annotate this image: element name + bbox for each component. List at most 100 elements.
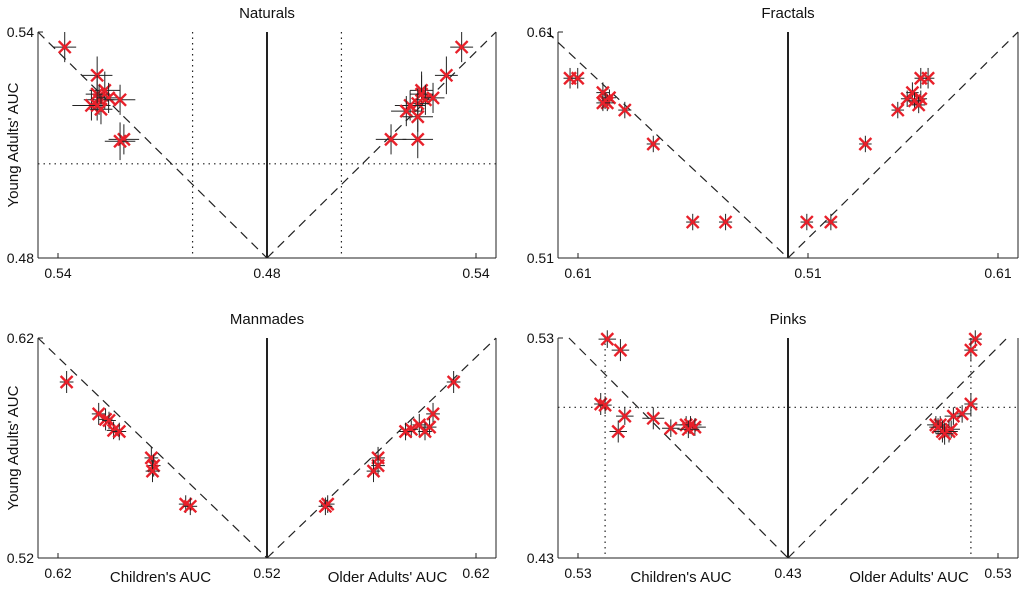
marker-stroke bbox=[600, 332, 615, 346]
marker-stroke bbox=[611, 424, 626, 439]
data-point-left bbox=[685, 213, 700, 231]
marker-stroke bbox=[439, 68, 454, 83]
y-axis-label: Young Adults' AUC bbox=[5, 82, 22, 207]
x-tick-label: 0.61 bbox=[564, 265, 591, 281]
data-point-right bbox=[824, 213, 838, 231]
y-tick-label: 0.48 bbox=[7, 250, 34, 266]
marker-stroke bbox=[106, 423, 121, 438]
marker-stroke bbox=[318, 499, 333, 514]
marker-stroke bbox=[91, 407, 106, 421]
panel-title: Fractals bbox=[761, 5, 814, 22]
y-tick-label: 0.52 bbox=[7, 550, 34, 566]
marker-stroke bbox=[598, 398, 612, 412]
identity-line-left bbox=[37, 31, 268, 259]
y-tick-label: 0.61 bbox=[527, 24, 554, 40]
data-point-left bbox=[89, 94, 113, 125]
marker-stroke bbox=[613, 343, 628, 357]
y-tick-label: 0.43 bbox=[527, 550, 554, 566]
identity-line-right bbox=[787, 31, 1019, 259]
data-point-right bbox=[318, 497, 333, 516]
data-point-left bbox=[617, 101, 632, 119]
marker-stroke bbox=[900, 91, 915, 106]
data-point-right bbox=[890, 101, 905, 119]
data-point-left bbox=[596, 94, 610, 112]
y-tick-label: 0.54 bbox=[7, 24, 34, 40]
x-tick-label: 0.54 bbox=[44, 265, 71, 281]
marker-stroke bbox=[145, 464, 160, 478]
marker-stroke bbox=[681, 422, 696, 437]
data-point-right bbox=[402, 120, 434, 159]
data-point-left bbox=[570, 67, 585, 89]
identity-line-left bbox=[546, 31, 789, 259]
marker-stroke bbox=[384, 132, 398, 147]
data-point-right bbox=[450, 32, 474, 63]
data-point-right bbox=[858, 135, 873, 153]
marker-stroke bbox=[113, 92, 127, 107]
x-tick-label: 0.53 bbox=[564, 565, 591, 581]
data-point-left bbox=[104, 122, 136, 161]
marker-stroke bbox=[937, 426, 952, 441]
data-point-left bbox=[611, 339, 630, 362]
data-point-left bbox=[183, 497, 198, 516]
marker-stroke bbox=[399, 104, 414, 118]
marker-stroke bbox=[570, 71, 585, 86]
data-point-left bbox=[145, 460, 160, 483]
marker-stroke bbox=[913, 71, 928, 86]
marker-stroke bbox=[663, 421, 678, 436]
data-point-right bbox=[944, 407, 963, 425]
marker-stroke bbox=[59, 375, 74, 389]
data-point-left bbox=[59, 371, 74, 393]
data-point-left bbox=[598, 396, 612, 414]
x-tick-label: 0.53 bbox=[984, 565, 1011, 581]
marker-stroke bbox=[946, 409, 961, 423]
data-point-left bbox=[104, 84, 136, 115]
marker-stroke bbox=[366, 464, 381, 478]
marker-stroke bbox=[646, 411, 661, 426]
marker-stroke bbox=[418, 424, 432, 439]
data-point-left bbox=[598, 330, 617, 348]
panel-title: Pinks bbox=[770, 311, 807, 328]
marker-stroke bbox=[646, 137, 661, 151]
data-point-left bbox=[609, 420, 627, 443]
marker-stroke bbox=[144, 451, 159, 465]
data-point-right bbox=[964, 393, 978, 415]
marker-stroke bbox=[858, 137, 873, 151]
data-point-left bbox=[718, 213, 733, 231]
data-point-right bbox=[935, 422, 954, 445]
data-point-right bbox=[426, 402, 440, 425]
identity-line-right bbox=[266, 337, 497, 559]
data-point-right bbox=[913, 67, 928, 89]
y-axis-label: Young Adults' AUC bbox=[5, 385, 22, 510]
data-point-left bbox=[646, 135, 661, 153]
data-point-right bbox=[398, 422, 413, 441]
marker-stroke bbox=[446, 375, 461, 389]
data-point-right bbox=[375, 124, 407, 155]
marker-stroke bbox=[617, 409, 632, 423]
x-tick-label: 0.48 bbox=[253, 265, 280, 281]
identity-line-left bbox=[37, 337, 268, 559]
marker-stroke bbox=[718, 215, 733, 229]
x-tick-label: 0.43 bbox=[774, 565, 801, 581]
identity-line-right bbox=[787, 337, 1008, 559]
x-axis-label-right: Older Adults' AUC bbox=[328, 569, 448, 586]
marker-stroke bbox=[596, 96, 610, 110]
marker-stroke bbox=[890, 103, 905, 117]
data-point-left bbox=[677, 420, 700, 439]
marker-stroke bbox=[426, 91, 440, 105]
marker-stroke bbox=[799, 215, 814, 229]
marker-stroke bbox=[617, 103, 632, 117]
data-point-right bbox=[911, 96, 926, 114]
marker-stroke bbox=[101, 91, 116, 105]
data-point-right bbox=[366, 460, 381, 483]
data-point-right bbox=[434, 56, 458, 95]
marker-stroke bbox=[112, 424, 127, 439]
x-tick-label: 0.52 bbox=[253, 565, 280, 581]
data-point-right bbox=[418, 422, 432, 441]
panel-naturals: 0.54 0.48 0.54 0.48 0.54 Naturals bbox=[7, 5, 497, 281]
x-axis-label-right: Older Adults' AUC bbox=[849, 569, 969, 586]
panel-fractals: 0.61 0.51 0.61 0.51 0.61 Fractals bbox=[527, 5, 1019, 281]
panel-manmades: 0.62 0.52 0.62 0.52 0.62 Manmades bbox=[7, 311, 497, 581]
data-point-right bbox=[799, 213, 814, 231]
data-point-left bbox=[616, 407, 634, 425]
